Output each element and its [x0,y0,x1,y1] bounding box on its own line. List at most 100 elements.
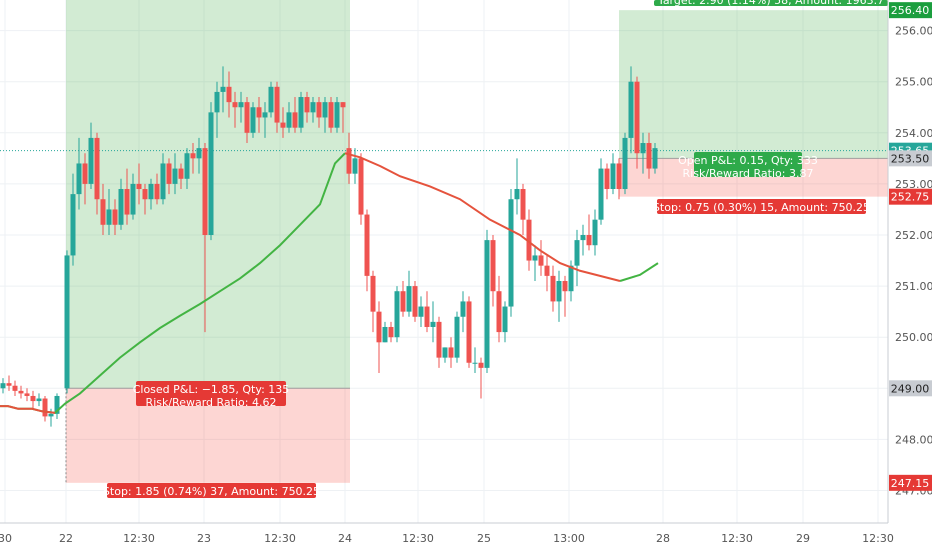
time-tick: 22 [59,532,73,545]
ma-line-recovery [619,262,659,282]
candle-body [484,240,490,368]
candle-body [592,219,598,246]
candle-body [178,168,184,179]
candle-body [400,291,406,312]
candle-body [196,148,202,159]
candle-body [304,97,310,113]
candle-body [508,199,514,307]
price-tag-entry1 [889,380,932,397]
candle-body [490,240,496,292]
candle-body [24,393,30,396]
position-1-stop-text-0: Stop: 1.85 (0.74%) 37, Amount: 750.25 [103,485,320,498]
candle-body [556,280,562,302]
candle-body [394,291,400,338]
moving-average [0,152,659,414]
candle-body [538,255,544,266]
candle-body [268,86,274,113]
time-tick: 25 [477,532,491,545]
candle-body [18,390,24,394]
candle-body [214,91,220,113]
candle-body [610,163,616,190]
price-tag-stop2 [889,188,932,205]
position-2-target-text: Target: 2.90 (1.14%) 58, Amount: 1963.7 [657,0,884,7]
candle-body [586,235,592,246]
ma-line-start [0,405,56,414]
price-tag-target-text: 256.40 [891,4,930,17]
candle-body [202,148,208,235]
candle-body [172,168,178,184]
candle-body [334,102,340,128]
time-tick: 12:30 [862,532,894,545]
position-1-pnl-text-0: Closed P&L: −1.85, Qty: 135 [133,383,290,396]
candles [0,66,658,427]
position-1-target-zone [66,0,350,389]
position-1-pnl-text-1: Risk/Reward Ratio: 4.62 [146,396,277,409]
candle-body [316,102,322,118]
candle-body [352,158,358,174]
time-tick: 28 [656,532,670,545]
position-2-target-box [654,0,888,6]
candle-body [418,306,424,317]
position-1-stop-box [107,483,316,498]
price-tick: 255.00 [895,76,932,89]
time-tick: 24 [338,532,352,545]
price-tag-stop1 [889,474,932,491]
candle-body [478,362,484,368]
candle-body [574,240,580,266]
price-tick: 256.00 [895,25,932,38]
candle-body [262,112,268,118]
candle-body [112,209,118,225]
time-tick: 13:00 [553,532,585,545]
candle-body [652,148,658,169]
price-axis-bg [888,0,932,523]
time-tick: 12:30 [721,532,753,545]
candle-body [100,199,106,225]
candle-body [220,86,226,92]
candle-body [142,189,148,200]
price-tag-stop2-text: 252.75 [891,191,930,204]
price-tick: 253.00 [895,178,932,191]
time-tick: 12:30 [264,532,296,545]
candle-body [520,189,526,220]
candle-body [292,112,298,128]
candle-body [526,219,532,261]
price-axis[interactable]: 256.00 255.00 254.00 253.00 252.00 251.00 250.… [887,0,932,523]
candle-body [616,163,622,190]
candle-body [622,137,628,190]
position-zones[interactable] [0,0,888,483]
price-tick: 252.00 [895,229,932,242]
price-tick: 254.00 [895,127,932,140]
candle-body [562,280,568,292]
candle-body [54,395,60,414]
candle-body [76,163,82,195]
candle-body [544,265,550,276]
price-tag-entry1-text: 249.00 [891,382,930,395]
candle-body [322,102,328,118]
candle-body [514,189,520,200]
candle-body [280,122,286,128]
candle-body [298,97,304,128]
candle-body [94,137,100,200]
candle-body [550,275,556,302]
candle-body [64,255,70,389]
candle-body [42,398,48,417]
candle-body [580,235,586,241]
candle-body [232,102,238,108]
candle-body [160,163,166,200]
time-axis[interactable]: 30 22 12:30 23 12:30 24 12:30 25 13:00 28 12:30 29 1… [0,522,894,545]
candle-body [346,148,352,174]
candle-body [646,143,652,169]
position-2-pnl-text-0: Open P&L: 0.15, Qty: 333 [678,154,818,167]
price-tick: 251.00 [895,280,932,293]
candle-body [364,214,370,276]
candle-body [256,107,262,118]
candle-body [250,107,256,133]
time-tick: 12:30 [402,532,434,545]
candle-body [274,86,280,123]
candle-body [448,347,454,358]
candle-body [568,265,574,292]
candle-body [532,255,538,261]
candle-body [496,291,502,333]
candle-body [502,306,508,333]
